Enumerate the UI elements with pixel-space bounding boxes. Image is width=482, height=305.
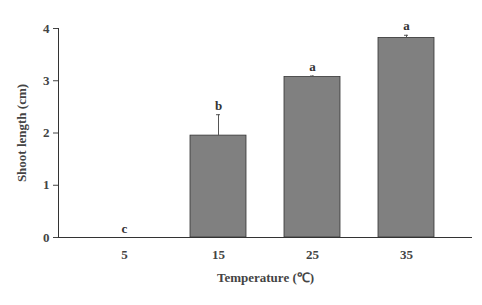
svg-text:15: 15 [212,247,226,262]
svg-text:2: 2 [43,125,50,140]
svg-text:0: 0 [43,230,50,245]
svg-text:Shoot length (cm): Shoot length (cm) [14,84,29,182]
svg-text:35: 35 [400,247,414,262]
svg-text:4: 4 [43,21,50,36]
svg-text:a: a [309,59,316,74]
svg-text:3: 3 [43,73,50,88]
svg-text:c: c [122,221,128,236]
svg-text:25: 25 [306,247,320,262]
svg-text:b: b [215,98,222,113]
svg-text:5: 5 [121,247,128,262]
svg-text:1: 1 [43,177,50,192]
svg-text:a: a [403,18,410,33]
svg-text:Temperature (℃): Temperature (℃) [217,270,314,285]
